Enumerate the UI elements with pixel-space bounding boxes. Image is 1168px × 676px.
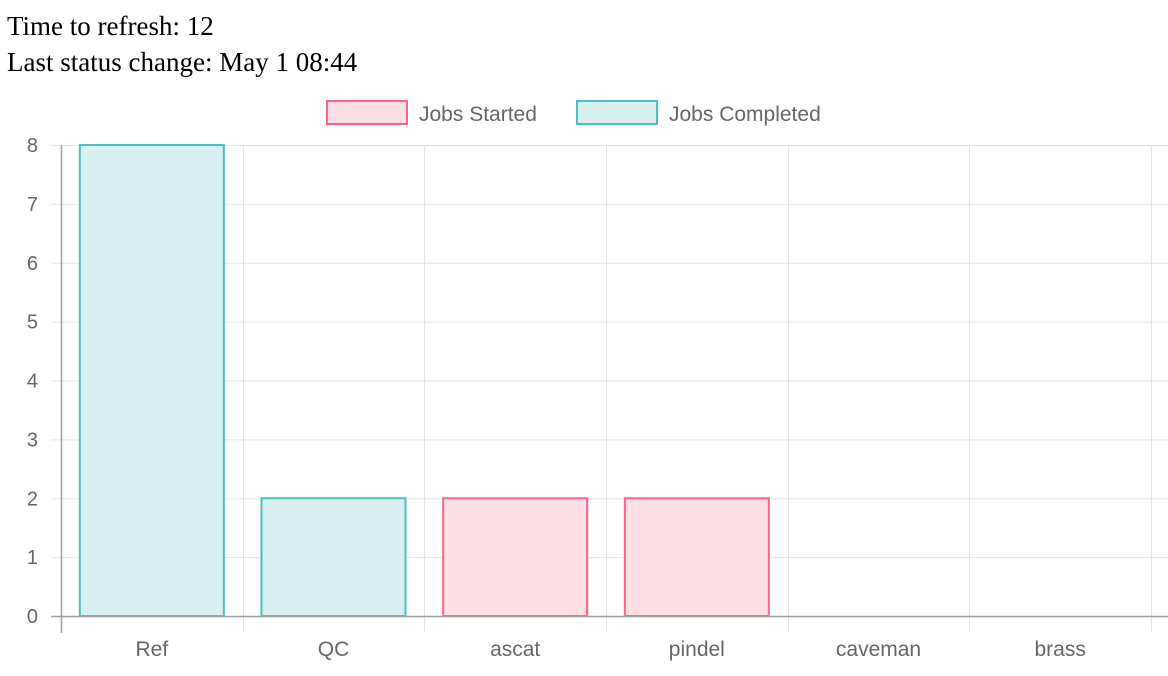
- y-tick-label: 7: [27, 194, 38, 216]
- legend-swatch-0[interactable]: [326, 100, 408, 125]
- status-change-label: Last status change:: [7, 47, 213, 77]
- y-tick-label: 0: [27, 606, 38, 628]
- y-tick-label: 2: [27, 488, 38, 510]
- status-change-line: Last status change: May 1 08:44: [7, 49, 357, 76]
- bar-jobs-started-ascat: [442, 497, 589, 617]
- refresh-label: Time to refresh:: [7, 11, 180, 41]
- y-tick-label: 3: [27, 429, 38, 451]
- bar-jobs-started-pindel: [623, 497, 770, 617]
- bar-jobs-completed-qc: [260, 497, 407, 617]
- legend-swatch-1[interactable]: [576, 100, 658, 125]
- x-tick-label: pindel: [669, 638, 725, 661]
- y-tick-label: 1: [27, 547, 38, 569]
- x-tick-label: ascat: [490, 638, 540, 661]
- refresh-countdown: 12: [186, 11, 214, 41]
- bar-jobs-completed-ref: [78, 144, 225, 617]
- chart-legend: Jobs Started Jobs Completed: [326, 100, 821, 126]
- status-change-time: May 1 08:44: [219, 47, 358, 77]
- chart-tick-labels: 0 1 2 3 4 5 6 7 8 Ref QC ascat pindel caveman brass: [27, 135, 1086, 661]
- x-tick-label: caveman: [836, 638, 921, 661]
- y-tick-label: 6: [27, 253, 38, 275]
- y-tick-label: 4: [27, 371, 38, 393]
- chart-bars: [78, 144, 770, 617]
- legend-label-0[interactable]: Jobs Started: [419, 103, 537, 126]
- x-tick-label: Ref: [135, 638, 168, 661]
- refresh-status-line: Time to refresh: 12: [7, 13, 214, 40]
- y-tick-label: 8: [27, 135, 38, 157]
- x-tick-label: brass: [1034, 638, 1085, 661]
- chart-axes: [51, 145, 1168, 633]
- x-tick-label: QC: [318, 638, 350, 661]
- legend-label-1[interactable]: Jobs Completed: [669, 103, 821, 126]
- y-tick-label: 5: [27, 312, 38, 334]
